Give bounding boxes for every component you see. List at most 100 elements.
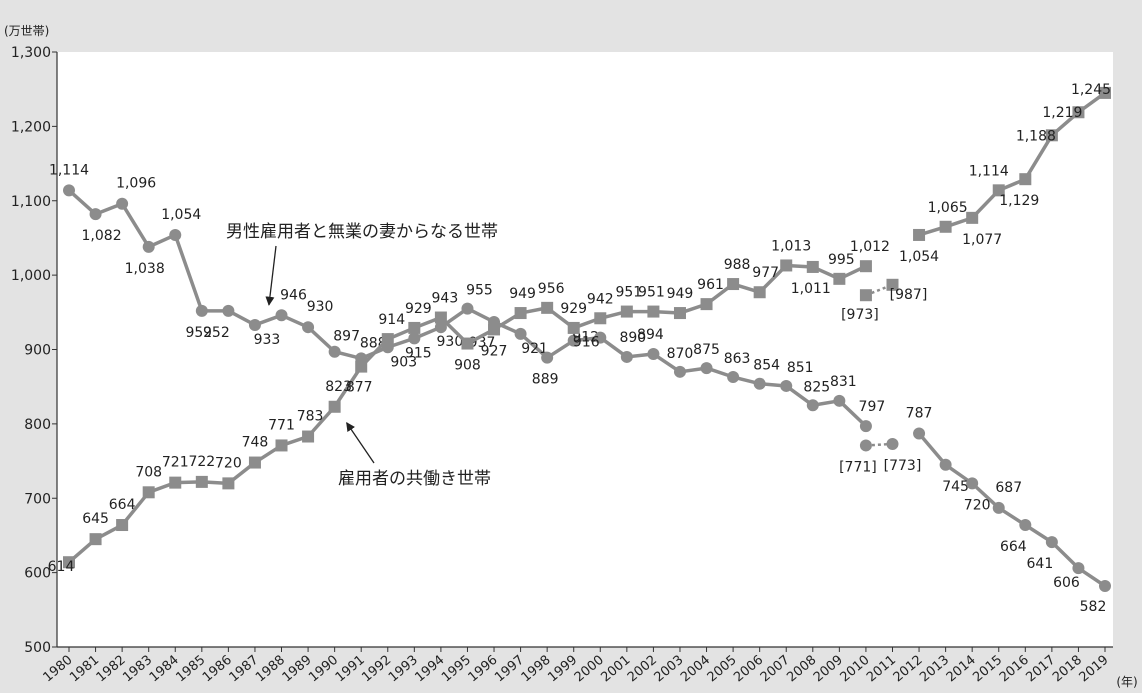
series-2-data-label: 720 [215,455,242,471]
series-2-point [514,307,527,320]
series-1-data-label: 903 [390,354,417,370]
series-1-data-label: 915 [405,345,432,361]
series-1-data-label: 831 [830,374,857,390]
series-1-point [913,427,926,440]
series-1-point [700,362,713,375]
series-2-data-label: 914 [378,312,405,328]
series-2-point [461,337,474,350]
series-2-data-label: 721 [162,455,189,471]
series-1-point [620,350,633,363]
x-tick-label: 2004 [678,653,713,686]
series-1-data-label: 897 [333,329,360,345]
x-tick-label: 2002 [625,653,660,686]
series-2-point [381,333,394,346]
y-tick-label: 800 [24,417,51,433]
series-1-data-label: 952 [185,325,212,341]
series-1-point [594,331,607,344]
x-tick-label: 2016 [997,653,1032,686]
x-axis-unit: (年) [1116,675,1137,689]
y-tick-label: 1,100 [11,194,51,210]
series-2-data-label: 1,011 [791,281,831,297]
series-1-point [727,371,740,384]
series-2-point [541,301,554,314]
series-2-point [939,220,952,233]
series-2-point [1019,173,1032,186]
x-tick-label: 2017 [1023,653,1058,686]
x-tick-label: 2006 [731,653,766,686]
x-tick-label: 1999 [545,653,580,686]
series-1-point [63,184,75,197]
series-2-point [647,305,660,318]
series-2-point [913,228,926,241]
series-1-point [1019,519,1032,532]
series-1-point [966,477,979,490]
series-1-data-label: 687 [995,480,1022,496]
series-2-data-label: 977 [752,265,779,281]
series-2-point [966,211,979,224]
series-2-data-label: 1,188 [1016,128,1056,144]
series-2-point [806,260,819,273]
series-2-data-label: 951 [638,285,665,301]
series-1-point [116,197,129,210]
x-tick-label: 2013 [917,653,952,686]
x-tick-label: 2010 [838,653,873,686]
series-1-point [222,304,235,317]
series-2-point [992,184,1005,197]
series-1-point [673,365,686,378]
series-1-point [567,334,580,347]
series-2-point [408,321,421,334]
x-tick-label: 1994 [412,653,447,686]
series-1-point [833,394,846,407]
x-tick-label: 1997 [492,653,527,686]
x-tick-label: 2019 [1077,653,1112,686]
series-1-point [939,458,952,471]
series-1-data-label: 1,038 [125,261,165,277]
series-2-point [753,286,766,299]
series-2-point [567,321,580,334]
series-1-data-label: 797 [859,399,886,415]
x-tick-label: 2003 [652,653,687,686]
series-2-data-label: 929 [405,301,432,317]
series-1-data-label: 1,114 [49,162,89,178]
series-1-point [142,240,155,253]
series-1-point [434,321,447,334]
series-2-data-label: 943 [432,291,459,307]
series-1-data-label: 870 [667,346,694,362]
x-tick-label: 2008 [784,653,819,686]
x-tick-label: 2018 [1050,653,1085,686]
series-1-data-label: 1,082 [82,228,122,244]
series-1-bracket-point [886,437,899,450]
series-1-bracket-label: [773] [884,458,922,474]
x-tick-label: 1986 [200,653,235,686]
series-1-point [195,304,208,317]
series-1-point [541,351,554,364]
series-2-point [89,533,102,546]
annotation-single-earner: 男性雇用者と無業の妻からなる世帯 [226,222,498,242]
y-tick-label: 500 [24,640,51,656]
x-tick-label: 1987 [227,653,262,686]
series-1-data-label: 890 [619,330,646,346]
series-1-point [859,420,872,433]
series-1-data-label: 854 [753,358,780,374]
series-2-point [859,260,872,273]
series-1-point [1045,536,1058,549]
annotation-arrow [265,245,277,306]
series-1-data-label: 720 [964,497,991,513]
series-1-point [647,347,660,360]
series-2-point [195,475,208,488]
annotation-dual-earner: 雇用者の共働き世帯 [338,469,491,489]
series-2-point [222,477,235,490]
series-1-bracket-point [859,439,872,452]
series-2-data-label: 908 [454,358,481,374]
series-2-data-label: 949 [509,286,536,302]
series-1-data-label: 946 [280,287,307,303]
series-2-data-label: 929 [560,301,587,317]
series-1-data-label: 875 [693,342,720,358]
series-2-data-label: 783 [297,409,324,425]
series-2-data-label: 951 [615,285,642,301]
series-1-point [514,327,527,340]
series-1-data-label: 851 [787,360,814,376]
y-tick-label: 900 [24,343,51,359]
